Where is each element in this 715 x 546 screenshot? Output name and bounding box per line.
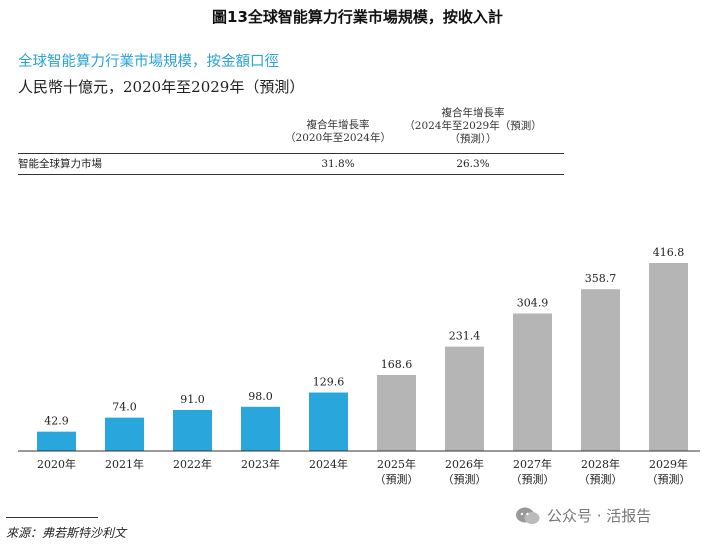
cagr-header-line: 複合年增長率 xyxy=(441,107,505,119)
cagr-header-row: 複合年增長率 （2020年至2024年） 複合年增長率 （2024年至2029年… xyxy=(18,105,564,153)
category-label: 2027年 xyxy=(513,457,552,471)
category-note: （預測） xyxy=(511,472,555,486)
cagr-value-2024-2029: 26.3% xyxy=(456,158,490,170)
value-label: 231.4 xyxy=(449,330,481,343)
cagr-value-2020-2024: 31.8% xyxy=(321,158,355,170)
value-label: 304.9 xyxy=(517,296,549,309)
bar-2028年 xyxy=(581,289,620,451)
category-label: 2020年 xyxy=(37,457,76,471)
cagr-table: 複合年增長率 （2020年至2024年） 複合年增長率 （2024年至2029年… xyxy=(18,105,564,175)
category-note: （預測） xyxy=(375,472,419,486)
cagr-header-line: 複合年增長率 xyxy=(306,119,370,131)
value-label: 74.0 xyxy=(112,401,137,414)
value-label: 129.6 xyxy=(313,376,345,389)
bar-2026年 xyxy=(445,346,484,451)
category-note: （預測） xyxy=(579,472,623,486)
bar-group: 42.9 2020年 74.0 2021年 91.0 2022年 98.0 2023年 129.… xyxy=(37,246,691,486)
value-label: 168.6 xyxy=(381,358,413,371)
wechat-icon xyxy=(516,507,540,524)
cagr-header-line: （2024年至2029年（預測） xyxy=(404,120,542,132)
category-label: 2023年 xyxy=(241,457,280,471)
value-label: 416.8 xyxy=(653,246,685,259)
category-label: 2024年 xyxy=(309,457,348,471)
bar-2029年 xyxy=(649,263,688,451)
value-label: 98.0 xyxy=(248,390,273,403)
cagr-header-2024-2029: 複合年增長率 （2024年至2029年（預測） （預測）） xyxy=(403,107,543,146)
category-label: 2028年 xyxy=(581,457,620,471)
bar-2024年 xyxy=(309,392,348,451)
bar-2023年 xyxy=(241,406,280,451)
category-label: 2025年 xyxy=(377,457,416,471)
cagr-header-2020-2024: 複合年增長率 （2020年至2024年） xyxy=(273,119,403,145)
category-note: （預測） xyxy=(647,472,691,486)
value-label: 358.7 xyxy=(585,272,617,285)
bar-2021年 xyxy=(105,417,144,451)
value-label: 91.0 xyxy=(180,393,205,406)
unit-label: 人民幣十億元，2020年至2029年（預測） xyxy=(18,78,305,96)
cagr-top-rule xyxy=(18,153,564,154)
value-label: 42.9 xyxy=(44,415,69,428)
source-note: 來源：弗若斯特沙利文 xyxy=(6,526,127,540)
category-note: （預測） xyxy=(443,472,487,486)
figure-title: 圖13全球智能算力行業市場規模，按收入計 xyxy=(212,8,503,26)
bar-2022年 xyxy=(173,409,212,451)
cagr-header-line: （預測）） xyxy=(449,133,497,145)
bar-2025年 xyxy=(377,374,416,451)
cagr-header-line: （2020年至2024年） xyxy=(285,132,391,144)
category-label: 2026年 xyxy=(445,457,484,471)
category-label: 2021年 xyxy=(105,457,144,471)
cagr-data-row: 智能全球算力市場 31.8% 26.3% xyxy=(18,154,564,174)
watermark-text: 公众号 · 活报告 xyxy=(547,507,652,525)
bar-chart: 42.9 2020年 74.0 2021年 91.0 2022年 98.0 2023年 129.… xyxy=(18,246,700,486)
watermark: 公众号 · 活报告 xyxy=(515,505,651,526)
category-label: 2029年 xyxy=(649,457,688,471)
cagr-row-label: 智能全球算力市場 xyxy=(18,158,102,170)
bar-2020年 xyxy=(37,431,76,451)
category-label: 2022年 xyxy=(173,457,212,471)
cagr-bottom-rule xyxy=(18,174,564,175)
chart-subtitle: 全球智能算力行業市場規模，按金額口徑 xyxy=(18,54,279,70)
bar-2027年 xyxy=(513,313,552,451)
source-rule xyxy=(6,517,98,518)
